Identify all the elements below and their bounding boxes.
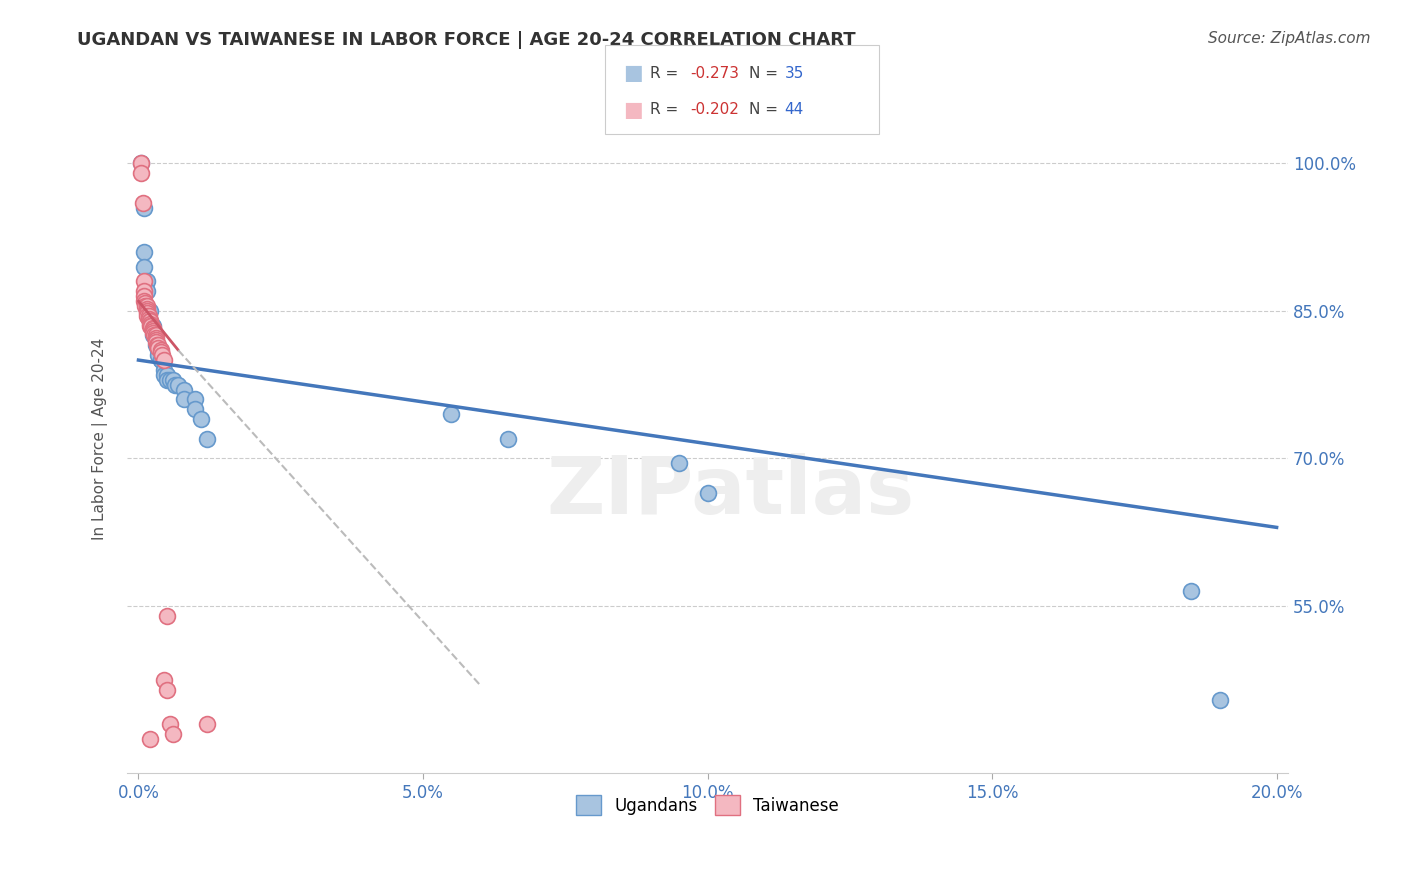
Ugandans — [148, 343, 170, 358]
Taiwanese — [156, 682, 179, 697]
Ugandans — [184, 392, 207, 407]
Taiwanese — [139, 317, 162, 331]
Taiwanese — [139, 314, 162, 328]
Taiwanese — [150, 348, 173, 362]
Ugandans — [159, 373, 181, 387]
Ugandans — [173, 392, 195, 407]
Ugandans — [136, 284, 159, 298]
Taiwanese — [142, 326, 165, 340]
Ugandans — [142, 318, 165, 333]
Ugandans — [1180, 584, 1202, 599]
Taiwanese — [138, 311, 160, 326]
Taiwanese — [145, 331, 167, 345]
Taiwanese — [150, 343, 173, 358]
Taiwanese — [134, 284, 156, 298]
Ugandans — [498, 432, 520, 446]
Taiwanese — [134, 293, 156, 308]
Taiwanese — [142, 321, 165, 335]
Taiwanese — [131, 166, 153, 180]
Ugandans — [139, 304, 162, 318]
Text: ZIPatlas: ZIPatlas — [547, 453, 915, 532]
Ugandans — [139, 314, 162, 328]
Taiwanese — [156, 609, 179, 624]
Taiwanese — [132, 195, 155, 210]
Text: N =: N = — [749, 66, 783, 80]
Taiwanese — [139, 318, 162, 333]
Text: Source: ZipAtlas.com: Source: ZipAtlas.com — [1208, 31, 1371, 46]
Taiwanese — [195, 717, 218, 731]
Ugandans — [145, 338, 167, 352]
Ugandans — [1208, 692, 1230, 706]
Taiwanese — [148, 341, 170, 355]
Ugandans — [134, 201, 156, 215]
Legend: Ugandans, Taiwanese: Ugandans, Taiwanese — [569, 789, 845, 822]
Taiwanese — [136, 301, 159, 316]
Text: ■: ■ — [623, 63, 643, 83]
Taiwanese — [159, 717, 181, 731]
Taiwanese — [134, 299, 156, 313]
Taiwanese — [142, 320, 165, 334]
Ugandans — [173, 383, 195, 397]
Ugandans — [131, 156, 153, 170]
Taiwanese — [143, 328, 166, 343]
Ugandans — [153, 363, 176, 377]
Text: N =: N = — [749, 103, 783, 117]
Ugandans — [184, 402, 207, 417]
Ugandans — [153, 368, 176, 382]
Taiwanese — [145, 335, 167, 350]
Ugandans — [156, 368, 179, 382]
Taiwanese — [131, 156, 153, 170]
Ugandans — [156, 373, 179, 387]
Text: UGANDAN VS TAIWANESE IN LABOR FORCE | AGE 20-24 CORRELATION CHART: UGANDAN VS TAIWANESE IN LABOR FORCE | AG… — [77, 31, 856, 49]
Ugandans — [167, 377, 190, 392]
Y-axis label: In Labor Force | Age 20-24: In Labor Force | Age 20-24 — [93, 338, 108, 540]
Ugandans — [190, 412, 212, 426]
Text: R =: R = — [650, 66, 683, 80]
Ugandans — [150, 353, 173, 368]
Ugandans — [134, 260, 156, 274]
Taiwanese — [134, 296, 156, 310]
Text: 35: 35 — [785, 66, 804, 80]
Text: R =: R = — [650, 103, 683, 117]
Text: -0.202: -0.202 — [690, 103, 740, 117]
Taiwanese — [150, 345, 173, 359]
Text: -0.273: -0.273 — [690, 66, 740, 80]
Taiwanese — [145, 334, 167, 348]
Taiwanese — [142, 324, 165, 338]
Taiwanese — [134, 289, 156, 303]
Ugandans — [440, 407, 463, 421]
Ugandans — [162, 373, 184, 387]
Ugandans — [195, 432, 218, 446]
Taiwanese — [136, 299, 159, 313]
Text: 44: 44 — [785, 103, 804, 117]
Taiwanese — [148, 338, 170, 352]
Ugandans — [142, 328, 165, 343]
Taiwanese — [136, 304, 159, 318]
Taiwanese — [139, 731, 162, 746]
Taiwanese — [139, 314, 162, 328]
Ugandans — [696, 486, 718, 500]
Ugandans — [148, 348, 170, 362]
Ugandans — [136, 274, 159, 288]
Taiwanese — [136, 306, 159, 320]
Taiwanese — [138, 309, 160, 323]
Ugandans — [150, 353, 173, 368]
Taiwanese — [136, 309, 159, 323]
Taiwanese — [162, 727, 184, 741]
Ugandans — [668, 457, 690, 471]
Ugandans — [134, 244, 156, 259]
Text: ■: ■ — [623, 100, 643, 120]
Taiwanese — [134, 274, 156, 288]
Taiwanese — [145, 328, 167, 343]
Ugandans — [165, 377, 187, 392]
Taiwanese — [145, 338, 167, 352]
Taiwanese — [153, 353, 176, 368]
Taiwanese — [153, 673, 176, 687]
Taiwanese — [139, 318, 162, 333]
